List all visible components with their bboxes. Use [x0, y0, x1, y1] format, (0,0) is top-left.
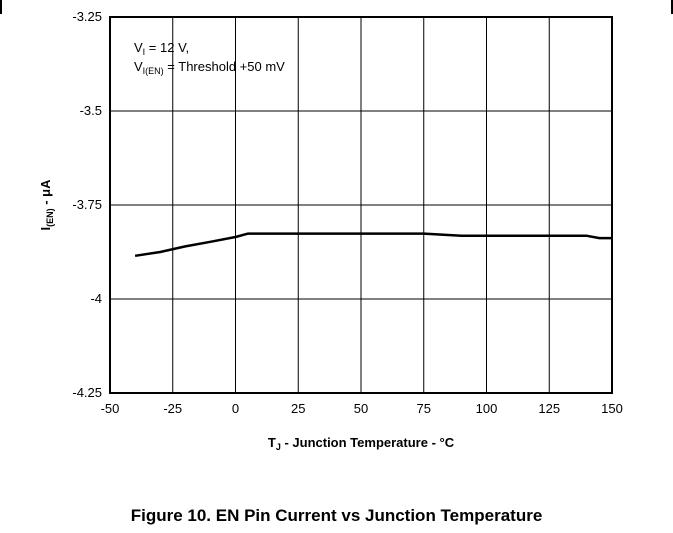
grid-lines — [110, 17, 612, 393]
annotation-line-1: VI = 12 V, — [134, 40, 189, 57]
condition-annotation: VI = 12 V, VI(EN) = Threshold +50 mV — [134, 40, 285, 76]
plot-border — [109, 16, 613, 394]
y-tick-label: -4.25 — [72, 385, 102, 400]
x-tick-label: 150 — [601, 401, 623, 416]
y-tick-label: -3.75 — [72, 197, 102, 212]
x-tick-label: 50 — [354, 401, 368, 416]
x-axis-title: TJ - Junction Temperature - °C — [268, 435, 455, 452]
y-tick-label: -4 — [90, 291, 102, 306]
y-axis-title: I(EN) - μA — [38, 179, 55, 231]
y-tick-label: -3.25 — [72, 9, 102, 24]
x-tick-label: -25 — [163, 401, 182, 416]
x-tick-label: 25 — [291, 401, 305, 416]
x-tick-label: 100 — [476, 401, 498, 416]
series-line — [134, 232, 612, 258]
frame-left-border — [0, 0, 2, 14]
x-tick-labels: -50 -25 0 25 50 75 100 125 150 — [101, 401, 623, 416]
y-tick-labels: -3.25 -3.5 -3.75 -4 -4.25 — [72, 9, 102, 400]
x-tick-label: 75 — [417, 401, 431, 416]
figure-caption: Figure 10. EN Pin Current vs Junction Te… — [130, 506, 543, 525]
series-layer — [134, 232, 612, 258]
x-tick-label: -50 — [101, 401, 120, 416]
y-tick-label: -3.5 — [80, 103, 102, 118]
x-tick-label: 125 — [538, 401, 560, 416]
chart-svg: VI = 12 V, VI(EN) = Threshold +50 mV -3.… — [38, 9, 623, 452]
annotation-line-2: VI(EN) = Threshold +50 mV — [134, 59, 285, 76]
x-tick-label: 0 — [232, 401, 239, 416]
frame-right-border — [671, 0, 673, 14]
